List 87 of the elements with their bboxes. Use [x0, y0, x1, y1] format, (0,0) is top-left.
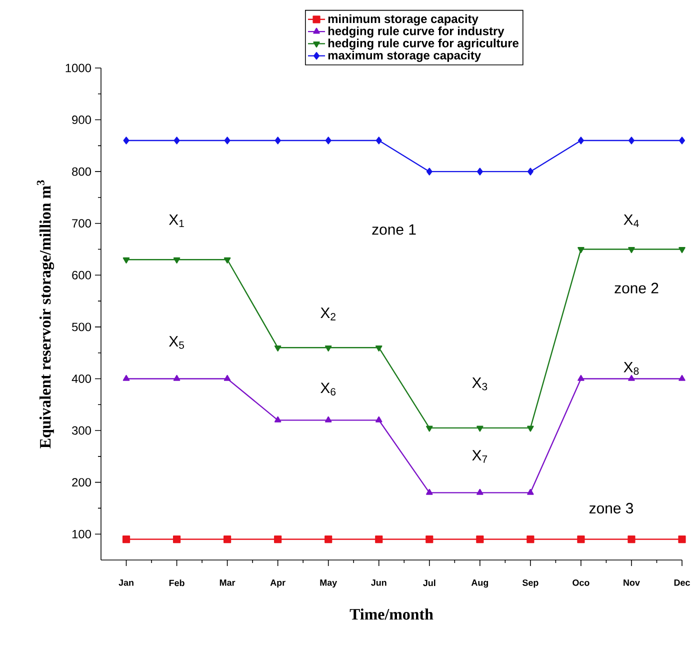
annotation: X$_{1}$: [168, 214, 184, 228]
point: [526, 535, 534, 544]
point: [527, 488, 534, 495]
point: [174, 136, 180, 144]
point: [172, 535, 181, 544]
x-tick-label: Dec: [674, 580, 690, 586]
x-tick-label: Nov: [624, 580, 640, 586]
legend-label: maximum storage capacity: [328, 50, 482, 62]
annotation: zone 2: [614, 282, 658, 294]
annotation: X$_{2}$: [320, 308, 336, 320]
point: [224, 535, 232, 544]
point: [376, 345, 382, 352]
y-tick-label: 300: [72, 426, 92, 435]
point: [122, 535, 130, 544]
annotation: X$_{5}$: [168, 336, 184, 349]
point: [324, 416, 332, 422]
point: [476, 426, 484, 432]
point: [274, 136, 281, 144]
x-tick-label: Jun: [371, 580, 386, 586]
annotation: zone 3: [589, 502, 634, 514]
x-tick-label: Oco: [572, 580, 590, 586]
annotation: X$_{3}$: [472, 378, 488, 390]
point: [224, 374, 231, 381]
legend-label: hedging rule curve for industry: [328, 26, 504, 38]
x-tick-label: Mar: [220, 580, 236, 586]
point: [324, 535, 332, 544]
annotation: X$_{7}$: [472, 450, 488, 463]
point: [274, 535, 282, 544]
point: [476, 168, 483, 176]
point: [476, 535, 484, 544]
point: [577, 535, 585, 544]
x-tick-label: Sep: [522, 580, 538, 588]
y-tick-label: 400: [72, 374, 92, 383]
y-tick-label: 600: [72, 270, 92, 280]
legend-label: hedging rule curve for agriculture: [328, 38, 519, 50]
point: [527, 426, 534, 432]
point: [426, 535, 434, 544]
point: [123, 136, 130, 144]
point: [578, 136, 584, 144]
y-tick-label: 900: [72, 116, 92, 124]
point: [628, 374, 635, 381]
point: [678, 247, 686, 254]
annotation: X$_{4}$: [624, 214, 639, 228]
y-tick-label: 700: [72, 219, 92, 228]
x-tick-label: Feb: [169, 580, 184, 586]
point: [376, 136, 382, 144]
x-tick-label: Jul: [423, 580, 436, 586]
point: [274, 416, 282, 422]
y-axis-title: Equivalent reservoir storage/million m$^{3}$: [36, 180, 54, 448]
point: [426, 168, 432, 176]
point: [376, 416, 382, 422]
x-tick-label: Jan: [118, 580, 134, 586]
point: [628, 136, 634, 144]
point: [426, 488, 433, 495]
point: [375, 535, 383, 544]
point: [122, 257, 130, 264]
point: [426, 426, 433, 432]
point: [679, 136, 686, 144]
annotation: X$_{6}$: [320, 382, 336, 396]
point: [628, 247, 635, 254]
legend-label: minimum storage capacity: [328, 14, 478, 26]
y-tick-label: 1000: [66, 64, 92, 72]
point: [173, 257, 180, 264]
x-tick-label: May: [320, 580, 338, 588]
point: [476, 488, 484, 495]
x-axis-title: Time/month: [350, 608, 434, 620]
point: [527, 168, 534, 176]
point: [578, 374, 584, 381]
y-tick-label: 100: [72, 530, 92, 538]
point: [628, 535, 636, 544]
point: [224, 257, 231, 264]
y-tick-label: 200: [72, 478, 92, 487]
point: [122, 374, 130, 381]
x-tick-label: Aug: [471, 580, 488, 588]
y-tick-label: 800: [72, 167, 92, 176]
annotation: X$_{8}$: [624, 362, 639, 375]
point: [173, 374, 180, 381]
point: [678, 535, 686, 544]
point: [224, 136, 230, 144]
x-tick-label: Apr: [270, 580, 286, 588]
point: [325, 136, 332, 144]
annotation: zone 1: [372, 224, 416, 235]
point: [678, 374, 686, 381]
point: [324, 345, 332, 352]
point: [578, 247, 584, 254]
point: [274, 345, 282, 352]
y-tick-label: 500: [72, 322, 92, 332]
